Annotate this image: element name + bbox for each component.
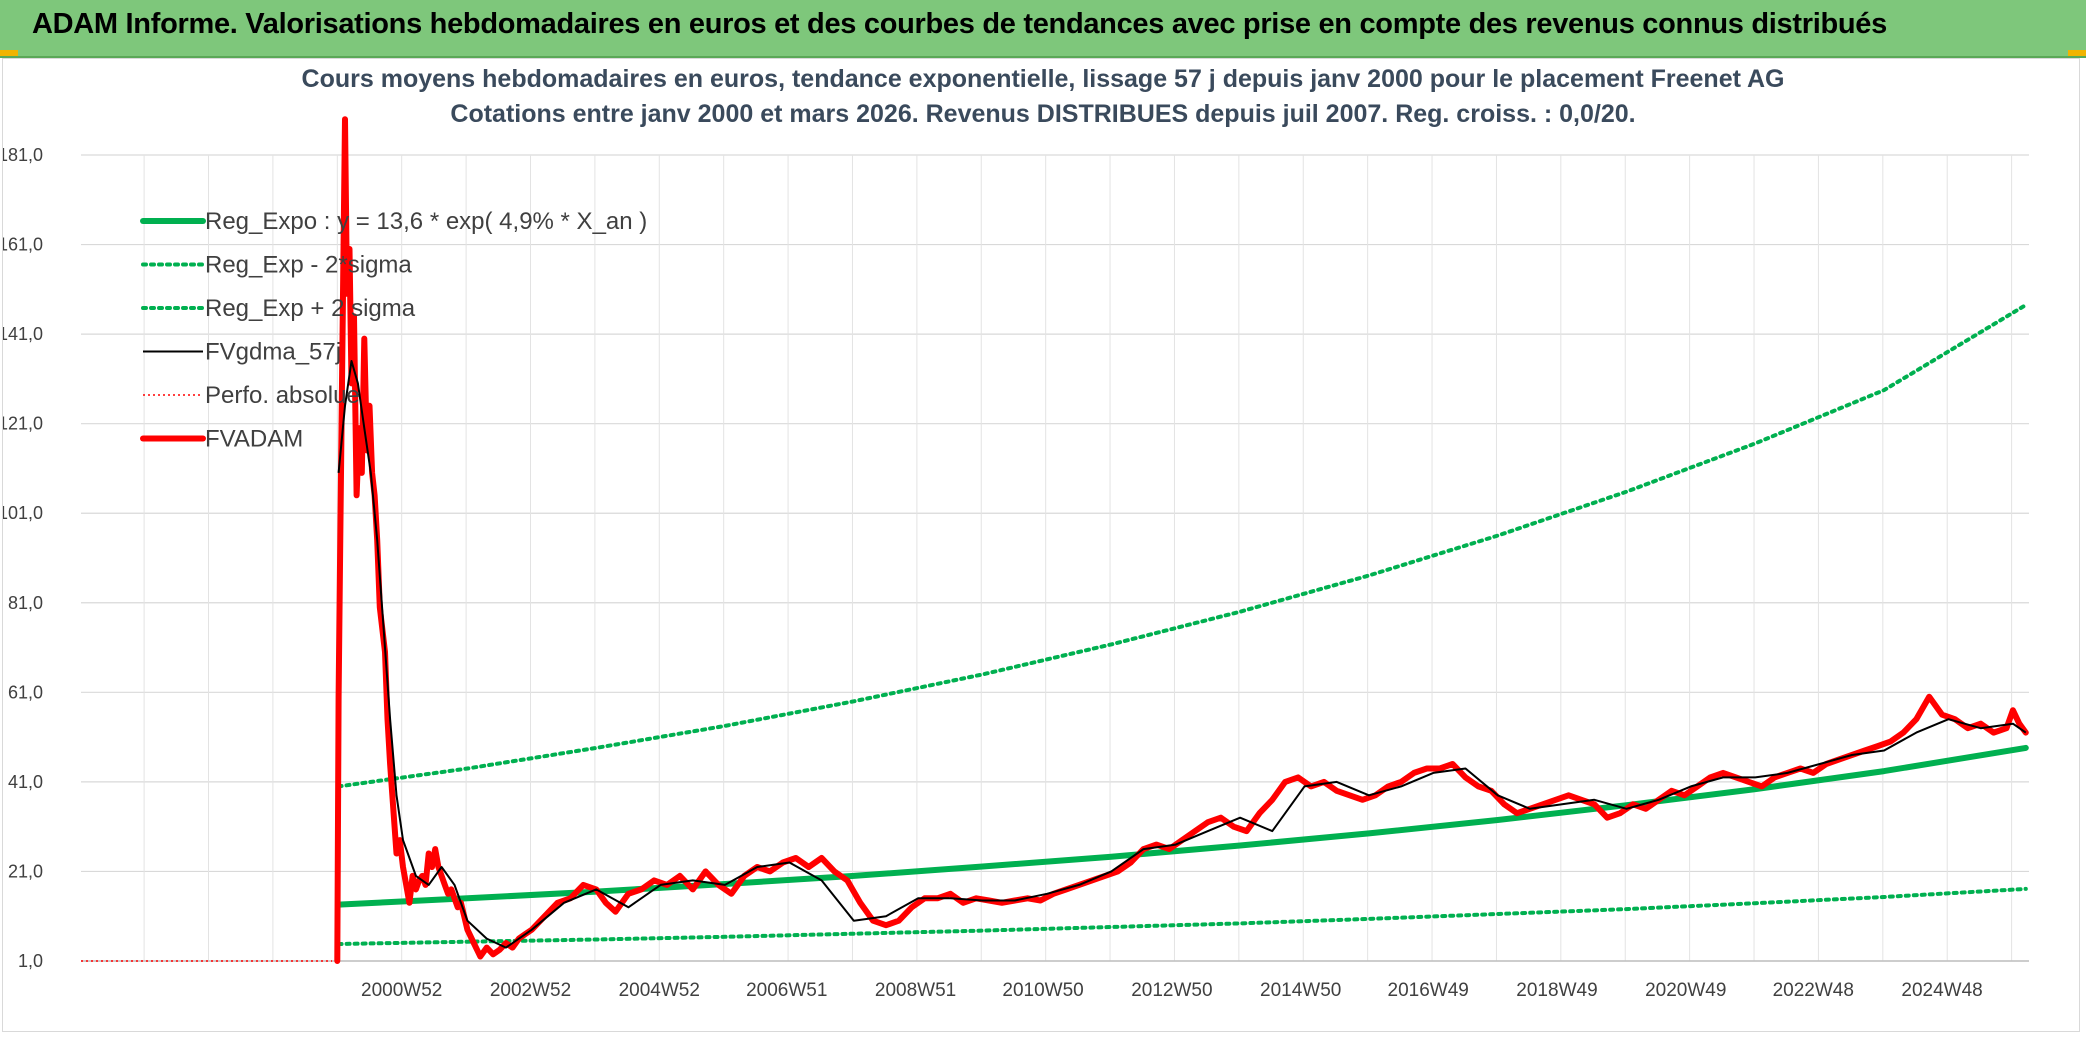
report-banner: ADAM Informe. Valorisations hebdomadaire… bbox=[0, 0, 2086, 58]
x-tick-label: 2012W50 bbox=[1131, 980, 1212, 1001]
x-tick-label: 2014W50 bbox=[1260, 980, 1341, 1001]
y-tick-label: 101,0 bbox=[3, 503, 43, 523]
x-tick-label: 2024W48 bbox=[1901, 980, 1982, 1001]
legend-label: FVADAM bbox=[205, 426, 303, 453]
x-tick-label: 2008W51 bbox=[875, 980, 956, 1001]
y-tick-label: 161,0 bbox=[3, 235, 43, 255]
legend: Reg_Expo : y = 13,6 * exp( 4,9% * X_an )… bbox=[140, 208, 647, 453]
chart-title: Cours moyens hebdomadaires en euros, ten… bbox=[302, 65, 1785, 128]
reg-minus-2sigma-line bbox=[336, 886, 2028, 946]
x-tick-label: 2006W51 bbox=[746, 980, 827, 1001]
banner-corner-right bbox=[2068, 50, 2086, 56]
legend-label: FVgdma_57j bbox=[205, 339, 341, 366]
x-tick-label: 2022W48 bbox=[1773, 980, 1854, 1001]
x-tick-label: 2010W50 bbox=[1002, 980, 1083, 1001]
fvadam-line bbox=[334, 116, 2029, 964]
banner-corner-left bbox=[0, 50, 18, 56]
series-group bbox=[81, 116, 2029, 964]
chart-area: 1,0 21,0 41,0 61,0 81,0 101,0 121,0 141,0 161,0 1… bbox=[2, 58, 2080, 1032]
legend-label: Perfo. absolue bbox=[205, 382, 360, 409]
reg-plus-2sigma-line bbox=[336, 303, 2028, 789]
x-tick-label: 2002W52 bbox=[490, 980, 571, 1001]
y-tick-label: 181,0 bbox=[3, 145, 43, 165]
fvgdma-57j-line bbox=[337, 360, 2027, 949]
x-tick-label: 2004W52 bbox=[619, 980, 700, 1001]
x-tick-label: 2018W49 bbox=[1516, 980, 1597, 1001]
y-tick-label: 21,0 bbox=[8, 861, 43, 881]
legend-label: Reg_Expo : y = 13,6 * exp( 4,9% * X_an ) bbox=[205, 208, 647, 235]
x-tick-label: 2020W49 bbox=[1645, 980, 1726, 1001]
x-tick-label: 2016W49 bbox=[1388, 980, 1469, 1001]
y-tick-label: 141,0 bbox=[3, 324, 43, 344]
y-tick-label: 61,0 bbox=[8, 682, 43, 702]
x-tick-label: 2000W52 bbox=[361, 980, 442, 1001]
y-tick-label: 41,0 bbox=[8, 772, 43, 792]
y-tick-label: 81,0 bbox=[8, 593, 43, 613]
chart-title-line: Cours moyens hebdomadaires en euros, ten… bbox=[302, 65, 1785, 93]
report-title: ADAM Informe. Valorisations hebdomadaire… bbox=[32, 8, 1887, 40]
legend-label: Reg_Exp + 2 sigma bbox=[205, 295, 416, 322]
line-chart: 1,0 21,0 41,0 61,0 81,0 101,0 121,0 141,0 161,0 1… bbox=[3, 65, 2029, 1001]
legend-label: Reg_Exp - 2*sigma bbox=[205, 252, 412, 279]
y-tick-label: 1,0 bbox=[18, 951, 43, 971]
reg-expo-line bbox=[335, 744, 2029, 908]
axes: 1,0 21,0 41,0 61,0 81,0 101,0 121,0 141,0 161,0 1… bbox=[3, 145, 2029, 1001]
chart-title-line: Cotations entre janv 2000 et mars 2026. … bbox=[450, 100, 1635, 128]
y-tick-label: 121,0 bbox=[3, 414, 43, 434]
